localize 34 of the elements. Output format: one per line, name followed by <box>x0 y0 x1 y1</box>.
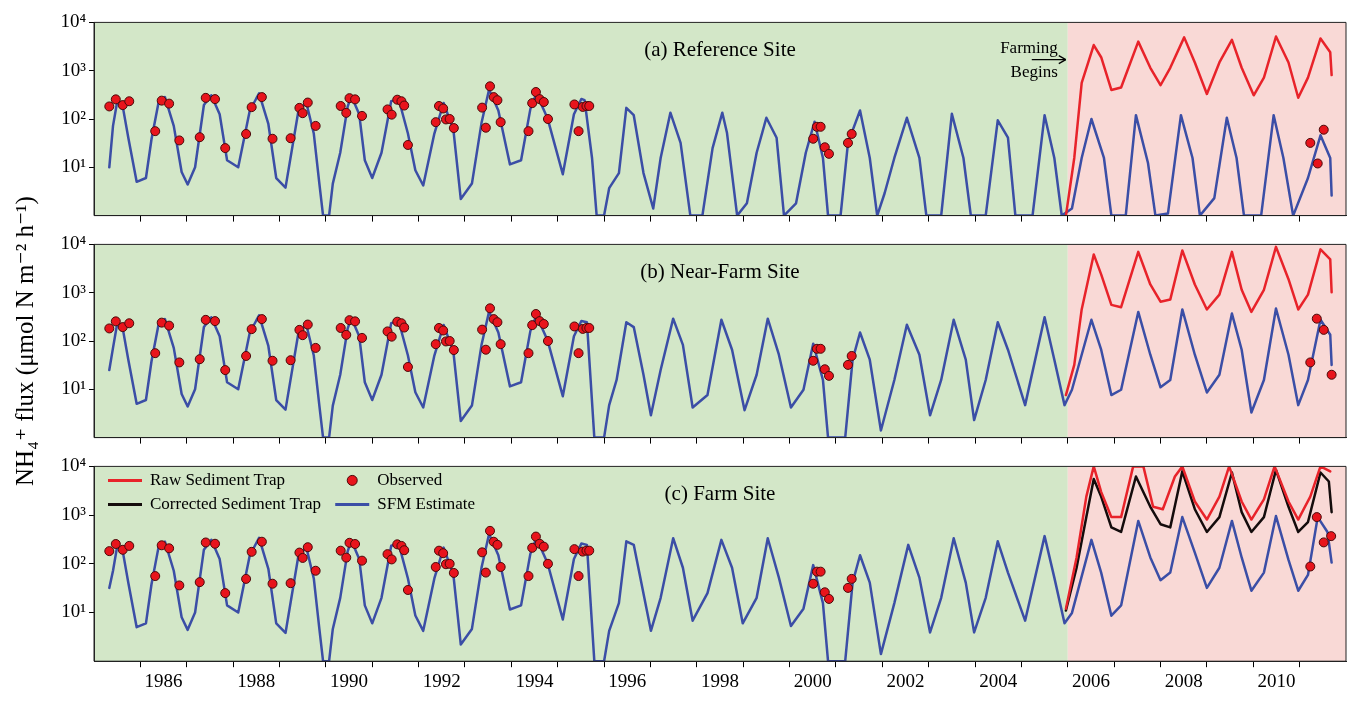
x-tick-label: 1994 <box>515 669 555 691</box>
y-tick-label: 10¹ <box>61 377 87 399</box>
x-tick-label: 2008 <box>1164 669 1203 691</box>
x-tick-label: 2004 <box>979 669 1018 691</box>
text: (b) Near-Farm Site <box>640 258 800 283</box>
x-tick-label: 1986 <box>144 669 183 691</box>
x-tick-label: 1992 <box>422 669 461 691</box>
text: (a) Reference Site <box>644 36 796 61</box>
legend-label: Corrected Sediment Trap <box>150 493 321 513</box>
x-tick-label: 2010 <box>1257 669 1296 691</box>
x-tick-label: 1998 <box>701 669 739 691</box>
y-axis-title: NH₄⁺ flux (μmol N m⁻² h⁻¹) <box>9 196 39 486</box>
legend-label: Observed <box>377 469 443 489</box>
x-tick-label: 2000 <box>793 669 832 691</box>
y-tick-label: 10³ <box>61 503 87 525</box>
legend-label: Raw Sediment Trap <box>150 469 286 489</box>
text: (c) Farm Site <box>664 480 776 505</box>
x-tick-label: 1996 <box>608 669 647 691</box>
x-tick-label: 2002 <box>886 669 925 691</box>
y-tick-label: 10³ <box>61 280 87 302</box>
annotation: Farming Begins <box>1000 37 1059 81</box>
y-tick-label: 10³ <box>61 58 87 80</box>
legend-label: SFM Estimate <box>377 493 475 513</box>
y-tick-label: 10¹ <box>61 600 87 622</box>
y-tick-label: 10² <box>61 328 87 350</box>
y-tick-label: 10⁴ <box>60 232 87 254</box>
x-tick-label: 1990 <box>330 669 369 691</box>
y-tick-label: 10¹ <box>61 155 87 177</box>
y-tick-label: 10² <box>61 551 87 573</box>
y-tick-label: 10⁴ <box>60 454 87 476</box>
y-tick-label: 10⁴ <box>60 10 87 32</box>
y-tick-label: 10² <box>61 106 87 128</box>
x-tick-label: 1988 <box>237 669 276 691</box>
x-tick-label: 2006 <box>1071 669 1110 691</box>
